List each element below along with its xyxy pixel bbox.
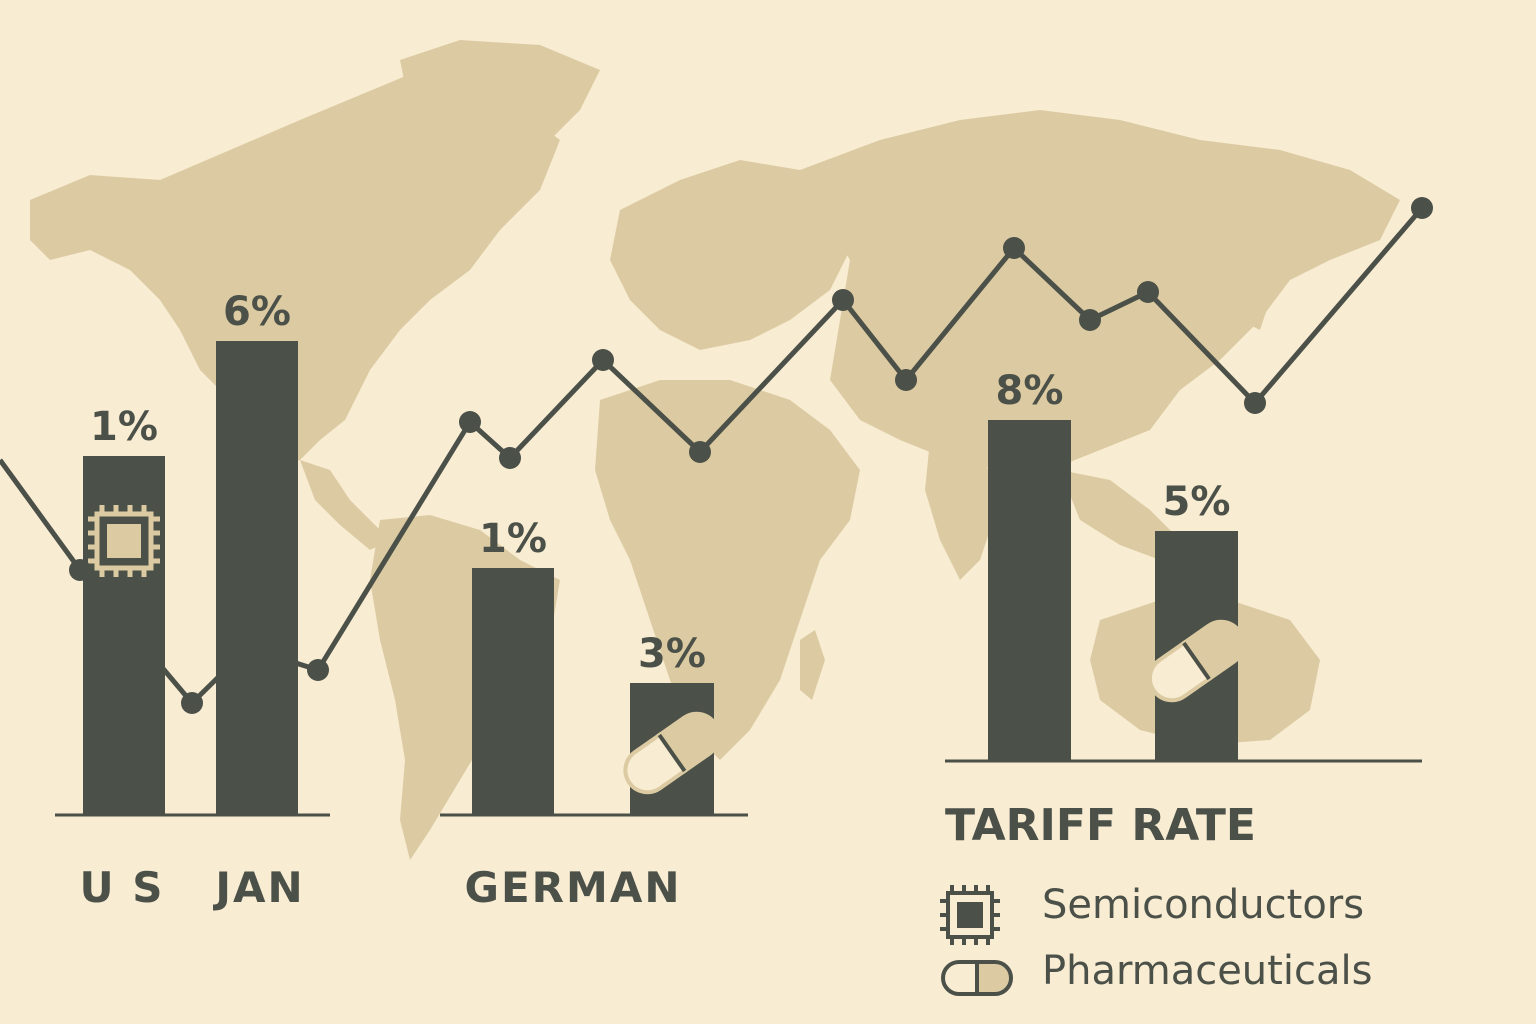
trend-point-11 [1003, 237, 1025, 259]
trend-point-12 [1079, 309, 1101, 331]
chip-icon [88, 505, 160, 577]
trend-point-3 [237, 637, 259, 659]
group-label-1: JAN [212, 863, 304, 912]
bar-group-2-bar-0 [472, 568, 554, 815]
legend-item-semiconductors: Semiconductors [940, 882, 1364, 945]
trend-point-1 [69, 559, 91, 581]
trend-point-10 [895, 369, 917, 391]
chip-icon [940, 885, 1000, 945]
trend-point-13 [1137, 281, 1159, 303]
group-label-0: U S [80, 863, 165, 912]
trend-point-9 [832, 289, 854, 311]
labels-layer: 1% U S 6% JAN 1% 3% GERMAN 8% 5% [80, 289, 1231, 912]
bars-layer [83, 341, 1245, 815]
pill-icon [623, 711, 721, 795]
trend-point-5 [459, 411, 481, 433]
pill-icon [1148, 619, 1245, 703]
trend-point-2 [181, 692, 203, 714]
trend-line-layer [0, 197, 1433, 714]
pill-icon [941, 960, 1013, 996]
bar-value-label-3-1: 5% [1163, 479, 1231, 525]
trend-point-7 [592, 349, 614, 371]
bar-value-label-1-0: 6% [223, 289, 291, 335]
bar-value-label-0-0: 1% [90, 404, 158, 450]
legend-label-semiconductors: Semiconductors [1042, 882, 1364, 928]
legend-label-pharmaceuticals: Pharmaceuticals [1042, 948, 1372, 994]
bar-value-label-2-0: 1% [479, 516, 547, 562]
group-label-2: GERMAN [465, 863, 682, 912]
bar-group-1-bar-0 [216, 341, 298, 815]
trend-point-6 [499, 447, 521, 469]
chart-title: TARIFF RATE [945, 800, 1256, 851]
legend: Semiconductors Pharmaceuticals [940, 882, 1372, 996]
trend-point-4 [307, 659, 329, 681]
trend-line [0, 206, 1424, 706]
trend-point-8 [689, 441, 711, 463]
trend-point-15 [1411, 197, 1433, 219]
trend-point-14 [1244, 392, 1266, 414]
bar-group-3-bar-0 [988, 420, 1071, 761]
legend-item-pharmaceuticals: Pharmaceuticals [941, 948, 1372, 996]
bar-value-label-2-1: 3% [638, 631, 706, 677]
bar-group-0-bar-0 [83, 456, 165, 815]
bar-value-label-3-0: 8% [996, 368, 1064, 414]
